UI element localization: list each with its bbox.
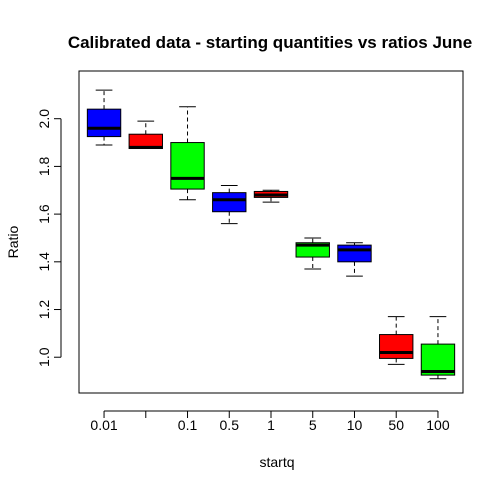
box-50 (379, 316, 414, 365)
iqr-box (212, 192, 247, 213)
y-tick-label: 1.4 (36, 252, 52, 272)
y-tick-label: 1.0 (36, 347, 52, 367)
box-0.5 (212, 184, 247, 225)
x-axis-label: startq (259, 454, 294, 470)
x-tick-label: 100 (426, 417, 450, 433)
chart-title: Calibrated data - starting quantities vs… (68, 33, 472, 52)
iqr-box (420, 343, 456, 376)
x-tick-label: 10 (347, 417, 363, 433)
iqr-box (170, 142, 205, 190)
y-tick-label: 2.0 (36, 109, 52, 129)
x-tick-label: 0.5 (220, 417, 240, 433)
x-tick-label: 0.1 (178, 417, 198, 433)
x-tick-label: 50 (388, 417, 404, 433)
box-5 (295, 237, 330, 270)
box-0.1 (170, 106, 205, 201)
x-tick-label: 0.01 (90, 417, 117, 433)
x-axis: 0.01 0.1 0.5 1 5 10 50 100 (90, 410, 450, 433)
x-tick-label: 5 (309, 417, 317, 433)
y-tick-label: 1.8 (36, 156, 52, 176)
iqr-box (337, 244, 372, 263)
x-tick-label: 1 (267, 417, 275, 433)
iqr-box (86, 108, 122, 138)
y-axis-label: Ratio (5, 225, 21, 258)
box-10 (337, 242, 372, 277)
boxes-layer (86, 89, 456, 380)
y-tick-label: 1.6 (36, 204, 52, 224)
y-axis: 1.0 1.2 1.4 1.6 1.8 2.0 (36, 109, 62, 367)
box-1 (253, 189, 289, 203)
y-tick-label: 1.2 (36, 300, 52, 320)
iqr-box (379, 334, 414, 359)
box-100 (420, 316, 456, 380)
box-unlabeled (128, 120, 163, 150)
plot-frame (78, 70, 464, 394)
box-0.01 (86, 89, 122, 146)
